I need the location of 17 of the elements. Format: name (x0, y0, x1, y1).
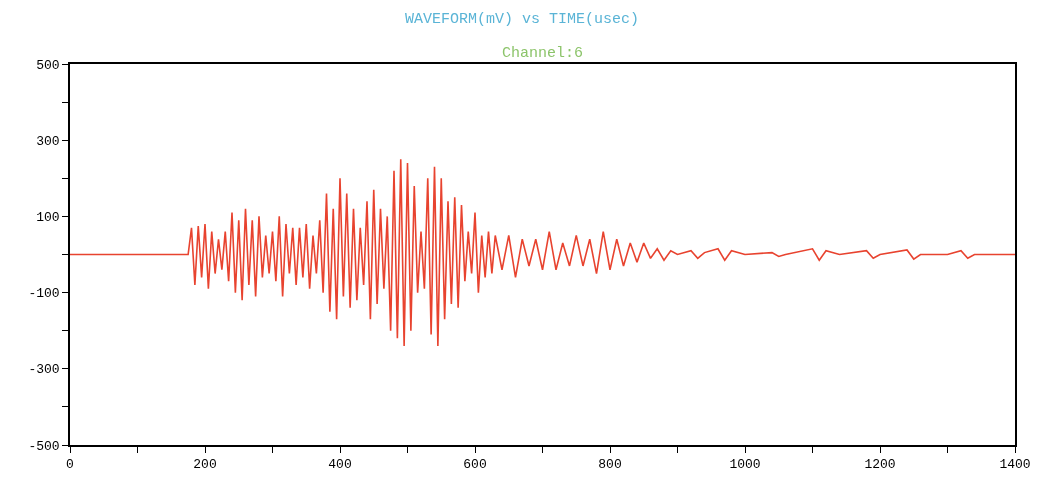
x-tick-label: 1200 (864, 457, 896, 473)
y-tick-label: -300 (28, 362, 60, 378)
x-tick-label: 0 (66, 457, 74, 473)
y-tick-label: 300 (36, 133, 60, 149)
y-tick-label: -500 (28, 438, 60, 454)
line-series (70, 158, 1015, 347)
x-tick-label: 800 (598, 457, 622, 473)
x-tick-label: 400 (328, 457, 352, 473)
y-tick-label: 100 (36, 209, 60, 225)
chart-title: WAVEFORM(mV) vs TIME(usec) (404, 10, 640, 28)
x-tick-label: 200 (193, 457, 217, 473)
y-tick-label: 500 (36, 57, 60, 73)
x-tick-label: 1000 (729, 457, 761, 473)
x-tick-label: 1400 (999, 457, 1031, 473)
chart-subtitle: Channel:6 (502, 45, 584, 62)
x-tick-label: 600 (463, 457, 487, 473)
y-tick-label: -100 (28, 286, 60, 302)
